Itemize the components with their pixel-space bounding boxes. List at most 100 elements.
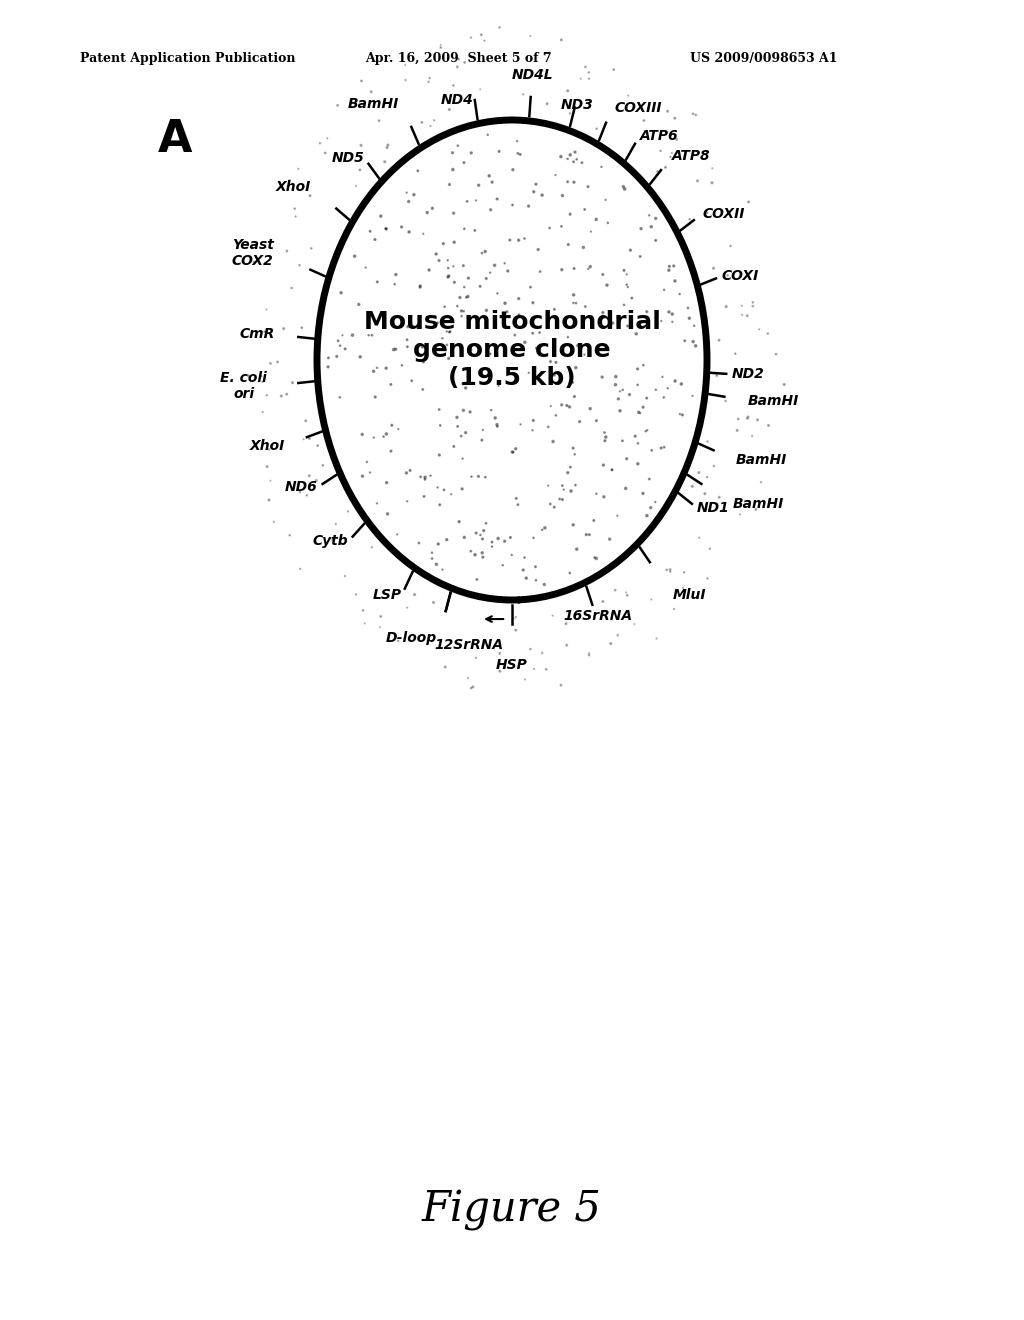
Point [565, 437, 582, 458]
Point [295, 429, 311, 450]
Point [460, 668, 476, 689]
Point [455, 447, 471, 469]
Point [648, 628, 665, 649]
Point [288, 206, 304, 227]
Text: Apr. 16, 2009  Sheet 5 of 7: Apr. 16, 2009 Sheet 5 of 7 [365, 51, 552, 65]
Point [378, 358, 394, 379]
Text: ND6: ND6 [285, 480, 317, 494]
Point [424, 198, 440, 219]
Text: US 2009/0098653 A1: US 2009/0098653 A1 [690, 51, 838, 65]
Point [639, 506, 655, 527]
Point [658, 560, 675, 581]
Point [454, 301, 470, 322]
Point [723, 235, 739, 256]
Point [614, 430, 631, 451]
Point [354, 466, 371, 487]
Point [522, 639, 539, 660]
Point [256, 321, 272, 342]
Point [441, 321, 458, 342]
Point [537, 44, 553, 65]
Point [720, 265, 736, 286]
Point [333, 282, 349, 304]
Point [468, 190, 484, 211]
Point [246, 252, 262, 273]
Text: XhoI: XhoI [249, 438, 285, 453]
Point [512, 144, 528, 165]
Point [400, 191, 417, 213]
Point [744, 292, 761, 313]
Point [643, 440, 659, 461]
Point [430, 533, 446, 554]
Point [734, 304, 751, 325]
Point [615, 260, 632, 281]
Point [334, 325, 350, 346]
Point [398, 462, 415, 483]
Point [438, 321, 455, 342]
Point [492, 17, 508, 38]
Point [522, 277, 539, 298]
Point [703, 172, 720, 193]
Point [414, 112, 430, 133]
Point [565, 172, 582, 193]
Point [285, 372, 301, 393]
Point [476, 30, 493, 51]
Point [554, 395, 570, 416]
Point [672, 284, 688, 305]
Point [546, 496, 562, 517]
Point [652, 140, 669, 161]
Point [319, 128, 336, 149]
Point [567, 141, 584, 162]
Point [647, 379, 664, 400]
Point [258, 384, 274, 405]
Point [551, 488, 567, 510]
Point [556, 335, 572, 356]
Point [354, 599, 371, 620]
Point [515, 560, 531, 581]
Point [512, 413, 528, 434]
Point [439, 249, 456, 271]
Point [525, 181, 542, 202]
Point [428, 554, 444, 576]
Point [616, 178, 633, 199]
Point [292, 255, 308, 276]
Point [438, 529, 455, 550]
Point [492, 660, 508, 681]
Point [416, 486, 432, 507]
Point [446, 272, 463, 293]
Point [580, 259, 596, 280]
Text: Cytb: Cytb [312, 535, 348, 549]
Point [290, 158, 306, 180]
Point [699, 466, 716, 487]
Point [659, 100, 676, 121]
Point [595, 454, 611, 475]
Point [506, 609, 522, 630]
Point [472, 276, 488, 297]
Point [611, 400, 628, 421]
Point [261, 490, 278, 511]
Point [525, 411, 542, 432]
Point [681, 308, 697, 329]
Point [497, 252, 513, 273]
Point [509, 131, 525, 152]
Point [718, 296, 734, 317]
Point [457, 51, 473, 73]
Point [443, 483, 460, 504]
Point [537, 574, 553, 595]
Point [456, 152, 472, 173]
Text: BamHI: BamHI [748, 393, 799, 408]
Point [303, 238, 319, 259]
Point [690, 462, 707, 483]
Point [588, 209, 604, 230]
Point [353, 135, 370, 156]
Point [511, 304, 527, 325]
Point [482, 343, 499, 364]
Point [432, 414, 449, 436]
Point [489, 416, 506, 437]
Point [406, 183, 422, 205]
Text: Figure 5: Figure 5 [422, 1189, 602, 1232]
Point [309, 436, 326, 457]
Point [565, 152, 582, 173]
Point [474, 528, 490, 549]
Point [421, 67, 437, 88]
Point [486, 255, 503, 276]
